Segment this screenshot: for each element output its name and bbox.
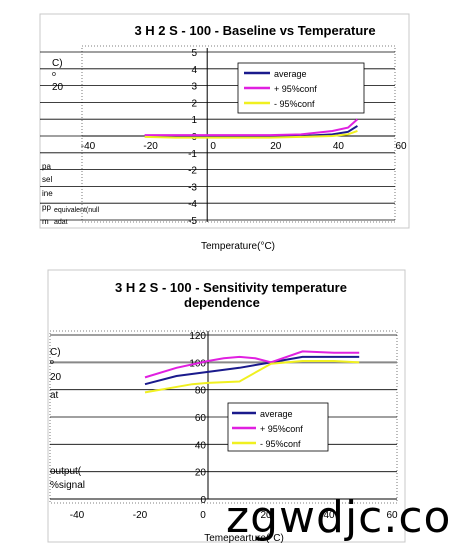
x-tick-label: 60: [386, 510, 398, 521]
x-tick-label: 0: [210, 141, 216, 152]
x-tick-label: 40: [333, 141, 345, 152]
y-tick-label: -5: [188, 216, 197, 227]
y-tick-label: -1: [188, 149, 197, 160]
y-tick-label: 20: [195, 468, 207, 479]
y-axis-label-fragment: output(: [50, 466, 82, 477]
legend-entry: average: [260, 409, 293, 419]
y-axis-label-fragment: equivalent(null: [54, 207, 100, 214]
series-line-2: [144, 118, 359, 137]
y-tick-label: 2: [191, 98, 197, 109]
series-line-3: [144, 359, 360, 394]
x-tick-label: 20: [260, 510, 272, 521]
chart-title-line-2: dependence: [184, 295, 260, 310]
watermark-text: zgwdjc.co: [226, 492, 449, 543]
y-tick-label: 60: [195, 413, 207, 424]
y-axis-label-fragment: 20: [50, 372, 62, 383]
chart-frame: [39, 13, 410, 229]
y-tick-label: 80: [195, 386, 207, 397]
x-tick-label: 60: [395, 141, 407, 152]
y-tick-label: -4: [188, 199, 197, 210]
y-tick-label: 5: [191, 48, 197, 59]
chart-title-line-1: 3 H 2 S - 100 - Sensitivity temperature: [115, 280, 347, 295]
y-axis-label-fragment: at: [50, 390, 59, 401]
x-axis-label: Temperature(°C): [201, 241, 275, 252]
y-tick-label: 0: [200, 495, 206, 506]
x-tick-label: 0: [200, 510, 206, 521]
plot-area: [81, 45, 396, 223]
y-axis-label-fragment: C): [50, 347, 61, 358]
y-tick-label: 4: [191, 65, 197, 76]
y-axis-label-fragment: pp: [42, 203, 51, 212]
series-line-3: [144, 130, 358, 139]
x-axis-label: Temepearture(°C): [204, 533, 284, 544]
y-axis-label-fragment: m: [42, 217, 49, 226]
y-axis-label-fragment: 20: [52, 82, 64, 93]
chart-frame: [47, 269, 406, 543]
legend-entry: - 95%conf: [260, 439, 301, 449]
y-tick-label: 3: [191, 82, 197, 93]
sensitivity-chart: 3 H 2 S - 100 - Sensitivity temperatured…: [47, 269, 406, 544]
x-tick-label: 40: [323, 510, 335, 521]
x-tick-label: 20: [270, 141, 282, 152]
legend-entry: + 95%conf: [274, 84, 317, 94]
x-tick-label: -20: [143, 141, 158, 152]
series-line-1: [144, 355, 360, 386]
legend-entry: average: [274, 69, 307, 79]
chart-title: 3 H 2 S - 100 - Baseline vs Temperature: [134, 23, 375, 38]
y-axis-label-fragment: o: [52, 71, 56, 78]
x-tick-label: -20: [133, 510, 148, 521]
y-axis-label-fragment: sel: [42, 175, 52, 184]
y-axis-label-fragment: pa: [42, 162, 51, 171]
y-axis-label-fragment: adat: [54, 219, 68, 226]
legend-entry: + 95%conf: [260, 424, 303, 434]
baseline-chart: 3 H 2 S - 100 - Baseline vs Temperature 5…: [39, 13, 410, 252]
y-tick-label: 120: [189, 331, 206, 342]
legend-entry: - 95%conf: [274, 99, 315, 109]
y-axis-label-fragment: %signal: [50, 480, 85, 491]
y-axis-label-fragment: ine: [42, 189, 53, 198]
y-tick-label: -3: [188, 182, 197, 193]
y-axis-label-fragment: o: [50, 359, 54, 366]
y-tick-label: 40: [195, 440, 207, 451]
series-line-2: [144, 350, 360, 379]
y-axis-label-fragment: C): [52, 58, 63, 69]
y-tick-label: 1: [191, 115, 197, 126]
y-tick-label: -2: [188, 166, 197, 177]
x-tick-label: -40: [70, 510, 85, 521]
x-tick-label: -40: [81, 141, 96, 152]
